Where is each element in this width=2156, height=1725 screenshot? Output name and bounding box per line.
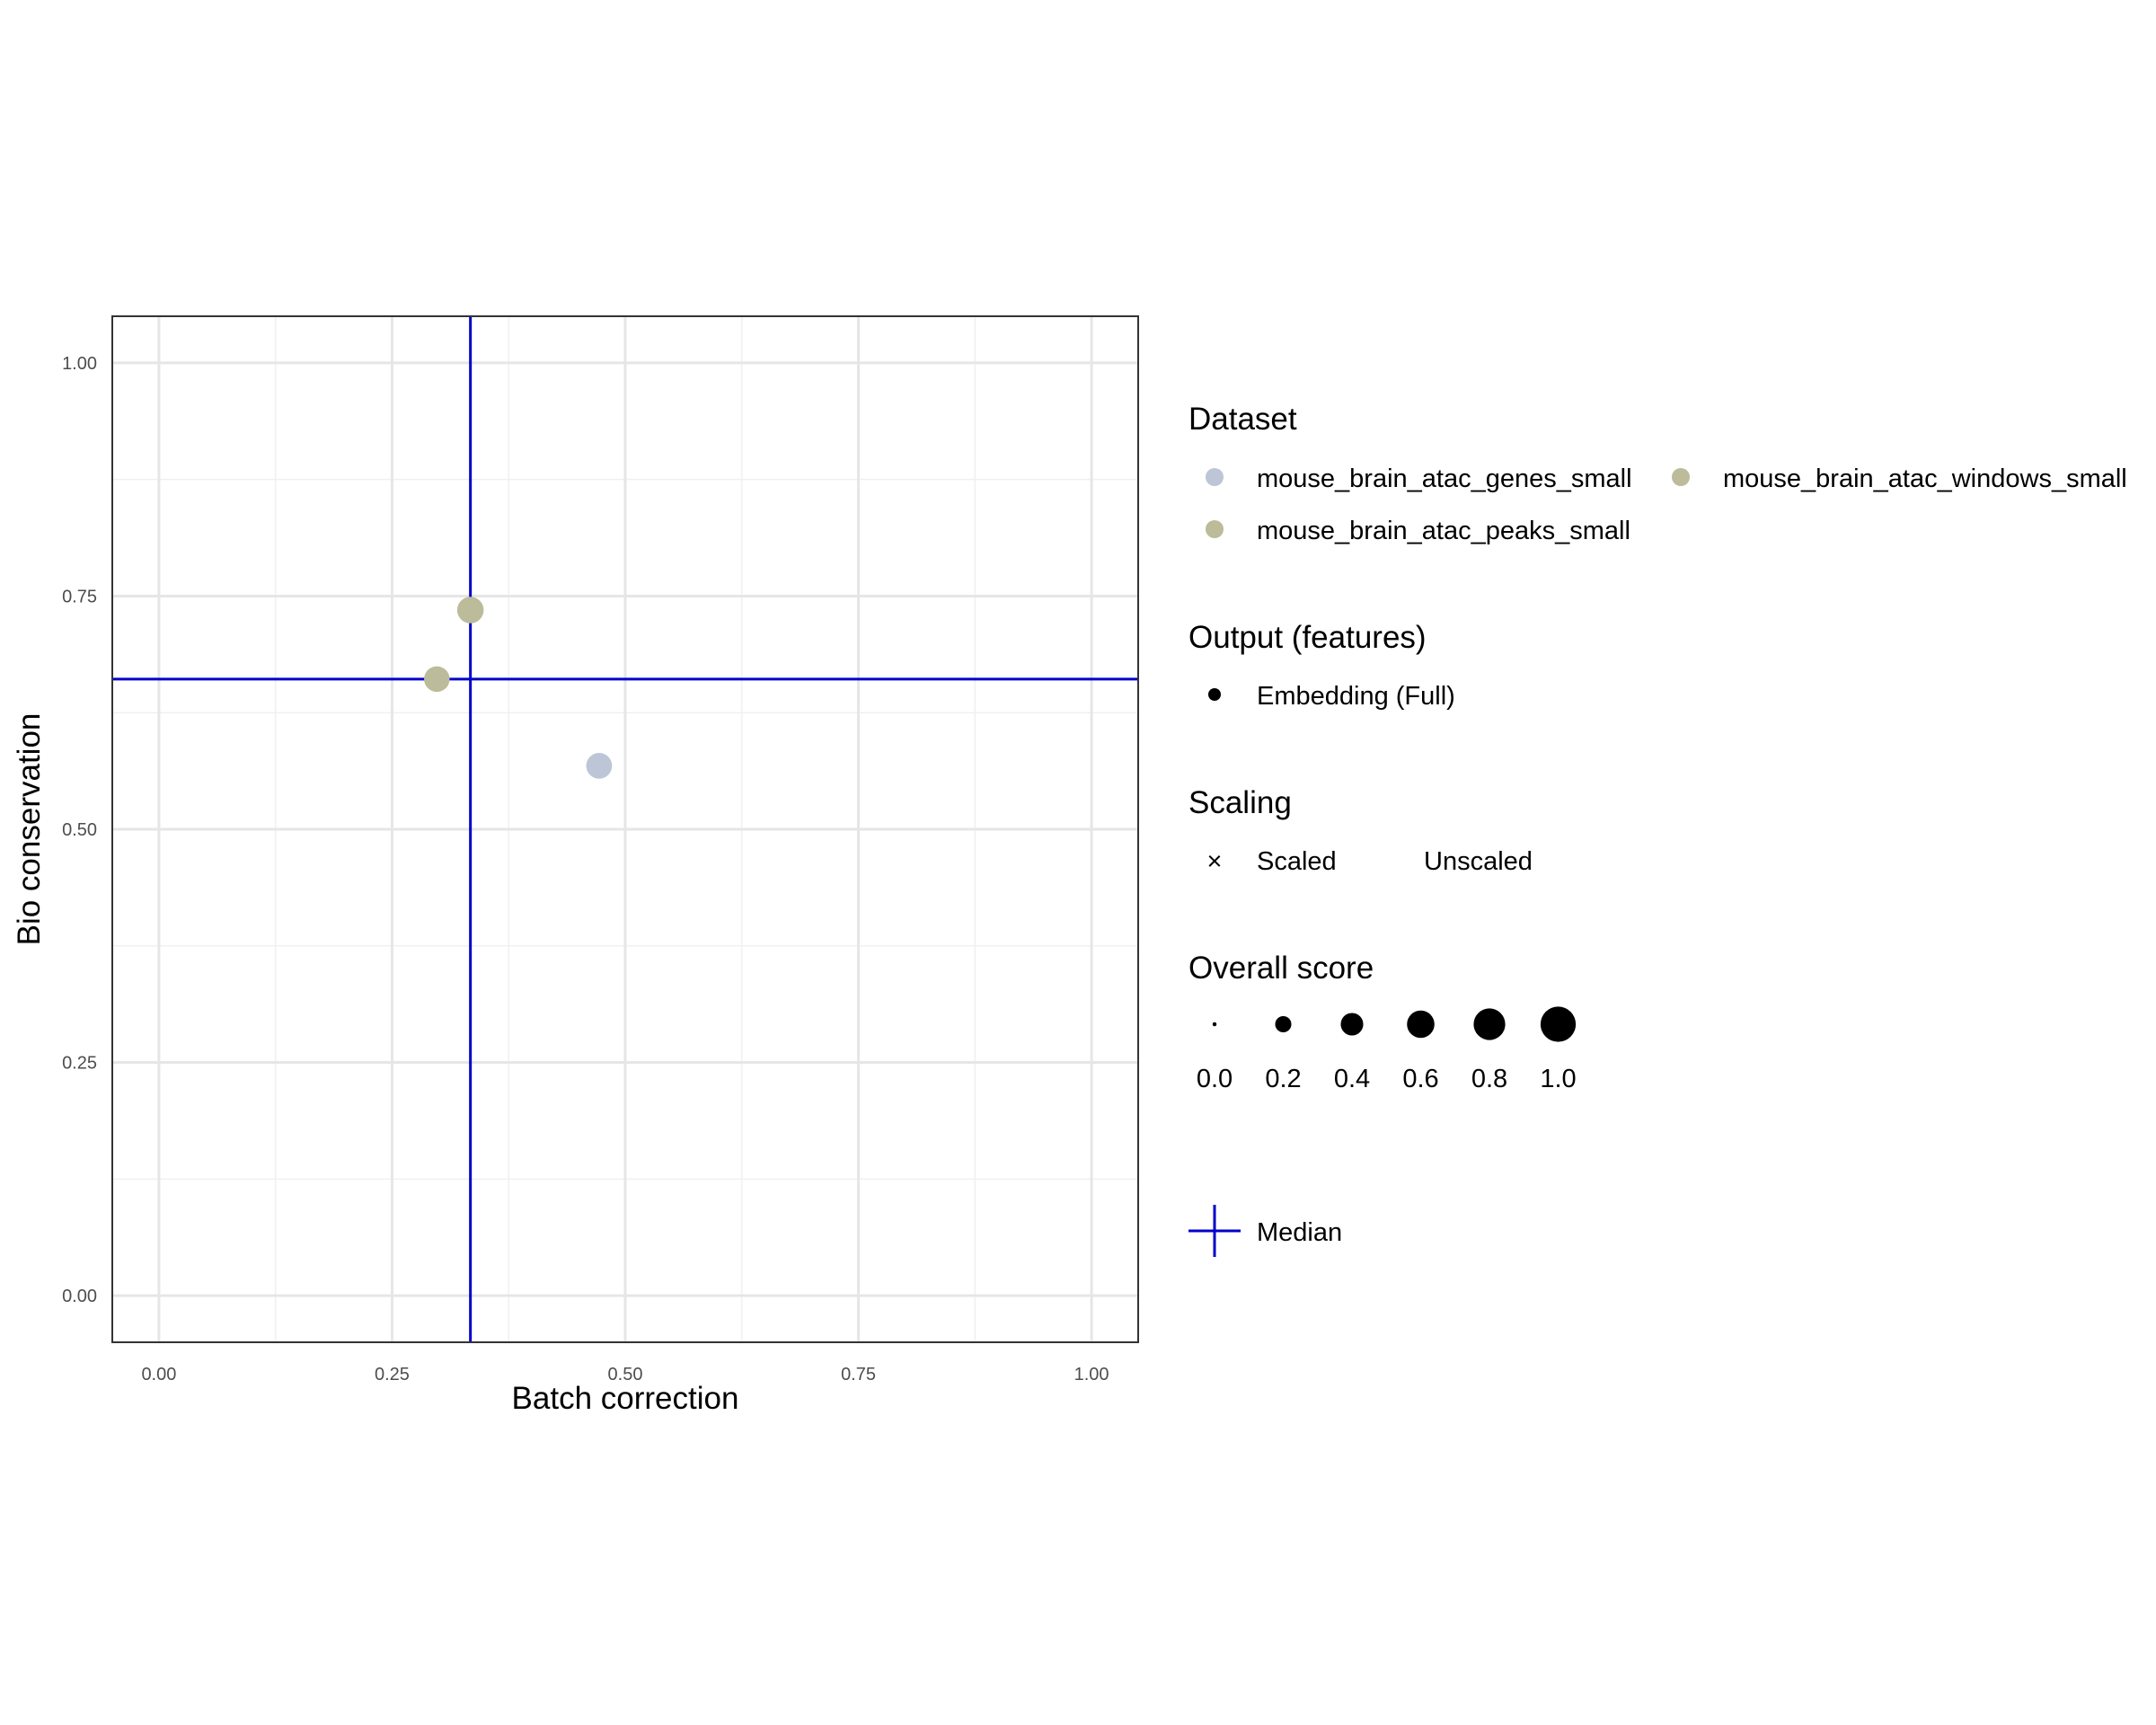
x-tick-label: 0.00 bbox=[141, 1365, 176, 1384]
legend-overall-score-title: Overall score bbox=[1188, 951, 1374, 986]
legend-scaling-title: Scaling bbox=[1188, 785, 1292, 820]
data-point bbox=[586, 753, 613, 779]
legend-output: Output (features) Embedding (Full) bbox=[1188, 620, 1455, 711]
y-tick-label: 0.25 bbox=[62, 1054, 97, 1074]
legend-overall-score-key bbox=[1540, 1006, 1577, 1042]
legend-dataset-title: Dataset bbox=[1188, 402, 1297, 437]
legend-scaling-label-unscaled: Unscaled bbox=[1424, 847, 1533, 876]
median-lines bbox=[112, 316, 1138, 1342]
legend-overall-score: Overall score 0.0 0.2 0.4 0.6 0.8 1.0 bbox=[1188, 951, 1577, 1093]
legend-median: Median bbox=[1188, 1205, 1342, 1257]
legend-output-title: Output (features) bbox=[1188, 620, 1427, 655]
legend-overall-score-label: 0.8 bbox=[1471, 1065, 1507, 1093]
legend-overall-score-key bbox=[1473, 1008, 1506, 1040]
data-point bbox=[456, 597, 484, 624]
y-tick-label: 1.00 bbox=[62, 354, 97, 374]
x-tick-label: 0.25 bbox=[375, 1365, 410, 1384]
legend-scaling: Scaling × Scaled Unscaled bbox=[1188, 785, 1533, 876]
x-tick-label: 0.50 bbox=[608, 1365, 643, 1384]
x-axis-title: Batch correction bbox=[512, 1381, 739, 1416]
legend-dataset-key-peaks bbox=[1206, 520, 1224, 538]
legend-dataset-label-genes: mouse_brain_atac_genes_small bbox=[1257, 464, 1632, 493]
legend-scaling-symbol-scaled: × bbox=[1207, 847, 1223, 876]
legend-median-label: Median bbox=[1257, 1218, 1342, 1247]
legend-output-label-embedding: Embedding (Full) bbox=[1257, 682, 1455, 711]
data-points bbox=[424, 597, 613, 779]
y-tick-label: 0.00 bbox=[62, 1287, 97, 1306]
y-axis-ticks: 0.00 0.25 0.50 0.75 1.00 bbox=[62, 354, 97, 1306]
legend-dataset-label-peaks: mouse_brain_atac_peaks_small bbox=[1257, 517, 1630, 545]
legend-overall-score-label: 0.2 bbox=[1265, 1065, 1301, 1093]
x-axis-ticks: 0.00 0.25 0.50 0.75 1.00 bbox=[141, 1365, 1109, 1384]
legend-overall-score-label: 0.4 bbox=[1334, 1065, 1370, 1093]
x-tick-label: 0.75 bbox=[841, 1365, 876, 1384]
legend-overall-score-label: 1.0 bbox=[1540, 1065, 1576, 1093]
legend-overall-score-key bbox=[1212, 1022, 1217, 1027]
legend-dataset-key-genes bbox=[1206, 468, 1224, 486]
x-tick-label: 1.00 bbox=[1074, 1365, 1109, 1384]
legend-overall-score-key bbox=[1407, 1010, 1435, 1039]
legend-dataset-key-windows bbox=[1672, 468, 1690, 486]
y-tick-label: 0.50 bbox=[62, 820, 97, 840]
legend-scaling-label-scaled: Scaled bbox=[1257, 847, 1337, 876]
data-point bbox=[424, 666, 450, 693]
legend-overall-score-label: 0.0 bbox=[1197, 1065, 1233, 1093]
legend-overall-score-label: 0.6 bbox=[1402, 1065, 1438, 1093]
legend-output-key-embedding bbox=[1208, 688, 1221, 701]
plot-panel-border bbox=[111, 315, 1139, 1343]
y-tick-label: 0.75 bbox=[62, 587, 97, 606]
legend-dataset: Dataset mouse_brain_atac_genes_small mou… bbox=[1188, 402, 2127, 545]
legend-dataset-label-windows: mouse_brain_atac_windows_small bbox=[1723, 464, 2127, 493]
legend-overall-score-key bbox=[1340, 1013, 1364, 1036]
y-axis-title: Bio conservation bbox=[12, 713, 47, 946]
grid bbox=[112, 316, 1138, 1342]
legend-overall-score-key bbox=[1275, 1016, 1292, 1032]
